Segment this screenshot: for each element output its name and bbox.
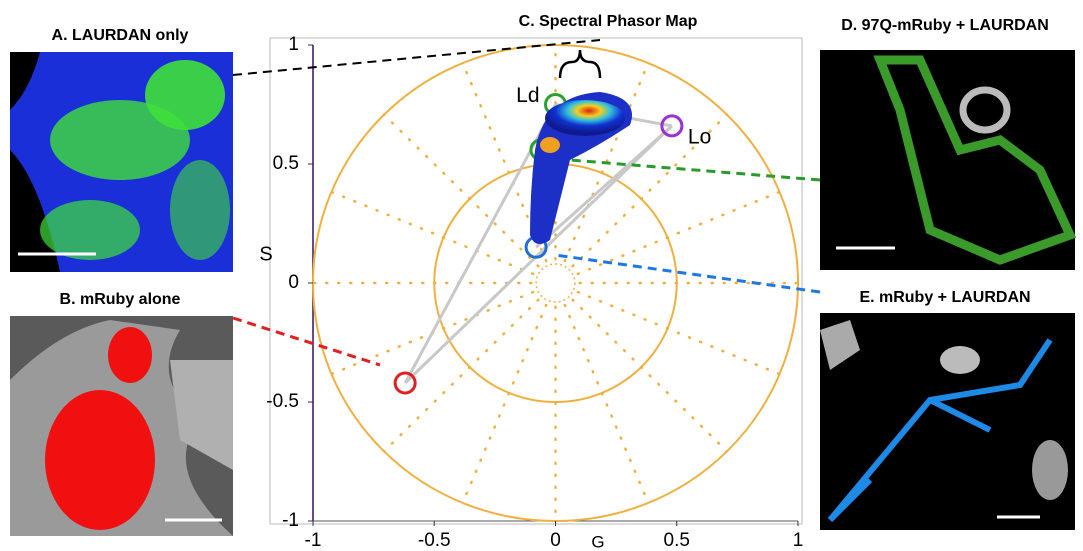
y-tick-label: 1 [288,34,299,55]
cursor [660,114,684,138]
panel-e-image [820,313,1075,530]
chart-title: C. Spectral Phasor Map [519,13,698,30]
x-tick-label: 0.5 [664,530,690,551]
radial-guide [330,190,535,276]
radial-guide [382,298,540,453]
radial-guide [571,113,729,268]
density-cloud [530,92,632,244]
y-tick-label: 0 [288,272,299,293]
x-tick-label: 0 [550,530,561,551]
panel-title: B. mRuby alone [60,291,181,308]
arrows [232,39,821,367]
y-tick-label: -0.5 [266,391,299,412]
y-axis-label: S [259,243,272,265]
panel-title: E. mRuby + LAURDAN [859,289,1030,306]
cursor-label: Ld [516,84,539,107]
panel-a-image [10,52,233,272]
radial-guide [576,290,781,376]
x-tick-label: -1 [305,530,322,551]
x-tick-label: 1 [793,530,804,551]
radial-guide [571,298,729,453]
y-tick-label: -1 [282,510,299,531]
phasor-circle [535,263,576,303]
x-tick-label: -0.5 [418,530,451,551]
panel-d-image [820,50,1077,270]
x-axis-label: G [591,532,604,551]
radial-guide [382,113,540,268]
mixing-line [535,124,673,249]
cursor [393,371,417,395]
radial-guide [576,190,781,276]
mixing-line [404,124,673,385]
radial-guide [563,303,650,505]
brace [558,49,602,79]
panel-title: D. 97Q-mRuby + LAURDAN [841,17,1049,34]
radial-guide [461,303,548,505]
plot-frame [269,37,803,525]
panel-b-image [10,316,233,536]
cursor-label: Lo [688,125,711,148]
panel-title: A. LAURDAN only [52,27,189,44]
plot: -1 -0.5 0 0.5 1 -1 -0.5 0 0.5 1 Ld Lo [266,34,803,551]
y-tick-label: 0.5 [273,153,299,174]
